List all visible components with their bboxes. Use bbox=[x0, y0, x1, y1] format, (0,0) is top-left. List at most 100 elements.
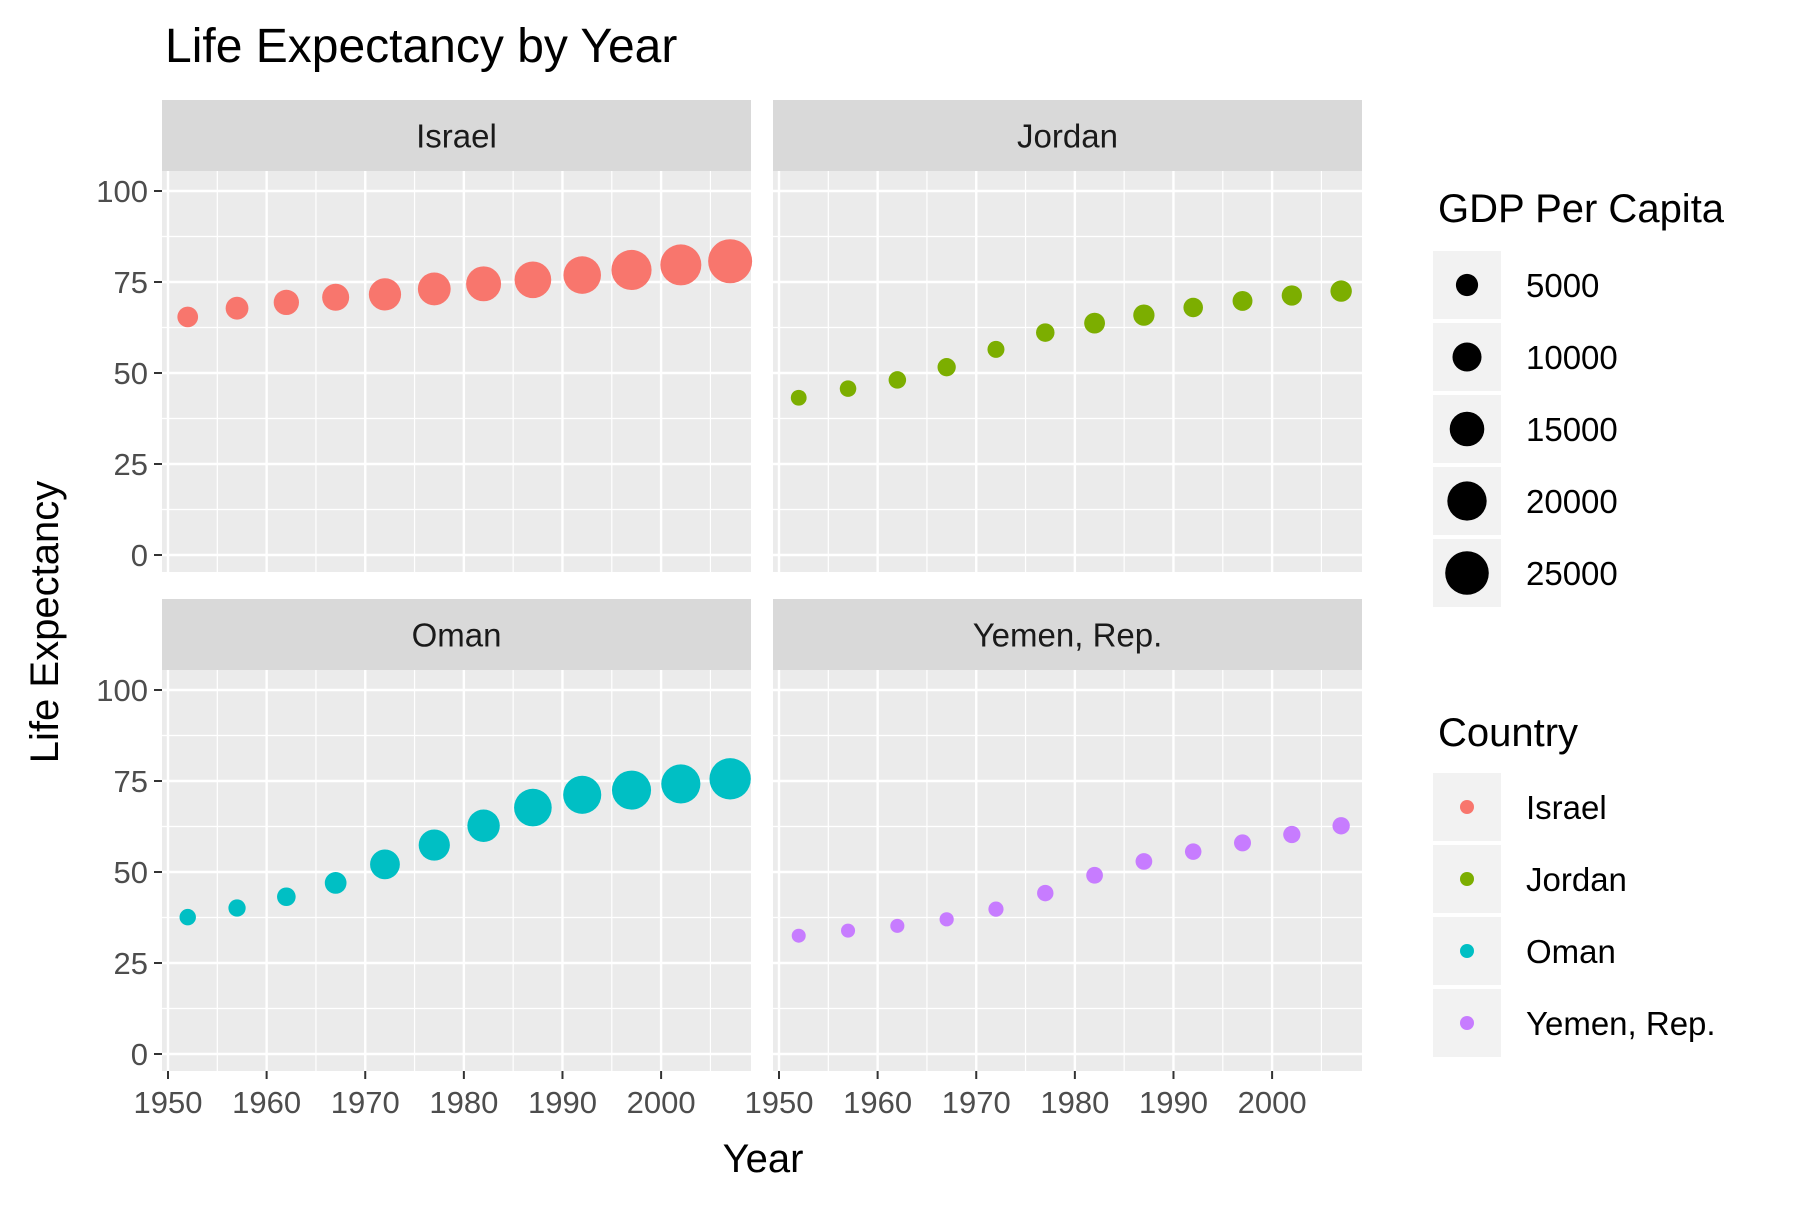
data-point-yemen-rep bbox=[1184, 843, 1202, 860]
color-legend-key-yemen-rep bbox=[1460, 1016, 1474, 1030]
panel-background bbox=[162, 670, 751, 1071]
y-tick-label: 50 bbox=[114, 356, 148, 391]
data-point-oman bbox=[370, 849, 400, 880]
data-point-israel bbox=[563, 256, 601, 294]
facet-strip-israel bbox=[162, 100, 751, 171]
color-legend-label: Yemen, Rep. bbox=[1526, 1005, 1716, 1042]
x-tick-label: 1990 bbox=[528, 1085, 597, 1120]
size-legend-key bbox=[1445, 551, 1489, 595]
data-point-oman bbox=[467, 809, 500, 842]
facet-strip-oman bbox=[162, 599, 751, 670]
data-point-jordan bbox=[1330, 280, 1352, 302]
data-point-oman bbox=[228, 899, 246, 917]
data-point-israel bbox=[514, 261, 552, 299]
size-legend-key bbox=[1452, 342, 1482, 372]
x-tick-label: 1950 bbox=[745, 1085, 814, 1120]
data-point-jordan bbox=[937, 358, 956, 377]
size-legend-title: GDP Per Capita bbox=[1438, 187, 1725, 231]
y-tick-label: 0 bbox=[131, 1037, 148, 1072]
data-point-yemen-rep bbox=[1037, 884, 1054, 902]
x-tick-label: 1990 bbox=[1139, 1085, 1208, 1120]
facet-strip-label-yemen-rep: Yemen, Rep. bbox=[973, 617, 1163, 654]
panel-background bbox=[773, 670, 1362, 1071]
size-legend: 5000 10000 15000 20000 25000 bbox=[1433, 251, 1618, 607]
x-tick-label: 2000 bbox=[627, 1085, 696, 1120]
facet-panel-yemen-rep: Yemen, Rep. 1950 1960 1970 1980 1990 2000 bbox=[745, 599, 1362, 1120]
data-point-yemen-rep bbox=[988, 901, 1004, 917]
y-tick-label: 100 bbox=[96, 174, 148, 209]
color-legend-label: Oman bbox=[1526, 933, 1616, 970]
data-point-jordan bbox=[1281, 285, 1302, 306]
data-point-israel bbox=[660, 244, 702, 286]
y-tick-label: 25 bbox=[114, 447, 148, 482]
data-point-oman bbox=[277, 887, 296, 907]
data-point-jordan bbox=[1232, 290, 1253, 311]
data-point-yemen-rep bbox=[1332, 817, 1350, 835]
data-point-yemen-rep bbox=[791, 928, 806, 943]
data-point-israel bbox=[708, 239, 753, 284]
facet-panel-jordan: Jordan bbox=[773, 100, 1362, 572]
data-point-oman bbox=[514, 788, 552, 827]
facet-strip-yemen-rep bbox=[773, 599, 1362, 670]
data-point-jordan bbox=[987, 340, 1005, 358]
data-point-oman bbox=[611, 770, 652, 810]
color-legend-label: Israel bbox=[1526, 789, 1607, 826]
data-point-yemen-rep bbox=[1086, 866, 1103, 884]
y-tick-label: 100 bbox=[96, 673, 148, 708]
data-point-jordan bbox=[839, 380, 857, 397]
x-tick-label: 1950 bbox=[134, 1085, 203, 1120]
facet-strip-jordan bbox=[773, 100, 1362, 171]
y-tick-label: 25 bbox=[114, 946, 148, 981]
x-axis-title: Year bbox=[723, 1137, 804, 1181]
x-tick-label: 1960 bbox=[232, 1085, 301, 1120]
data-point-jordan bbox=[888, 371, 907, 389]
data-point-oman bbox=[418, 829, 450, 861]
y-tick-label: 50 bbox=[114, 855, 148, 890]
x-tick-label: 1970 bbox=[942, 1085, 1011, 1120]
color-legend-title: Country bbox=[1438, 711, 1578, 755]
data-point-jordan bbox=[1036, 323, 1055, 342]
data-point-yemen-rep bbox=[1283, 825, 1301, 844]
facet-strip-label-jordan: Jordan bbox=[1017, 118, 1118, 155]
chart-title: Life Expectancy by Year bbox=[165, 20, 677, 73]
color-legend-key-oman bbox=[1460, 944, 1474, 958]
size-legend-label: 15000 bbox=[1526, 411, 1618, 448]
x-tick-label: 1960 bbox=[843, 1085, 912, 1120]
data-point-oman bbox=[179, 908, 196, 926]
data-point-israel bbox=[611, 249, 652, 291]
x-tick-label: 2000 bbox=[1238, 1085, 1307, 1120]
x-tick-label: 1980 bbox=[429, 1085, 498, 1120]
data-point-israel bbox=[417, 272, 451, 306]
data-point-israel bbox=[322, 283, 350, 311]
size-legend-label: 20000 bbox=[1526, 483, 1618, 520]
color-legend-key-jordan bbox=[1460, 872, 1474, 886]
data-point-yemen-rep bbox=[1135, 853, 1153, 870]
data-point-israel bbox=[177, 306, 199, 328]
data-point-yemen-rep bbox=[890, 918, 905, 933]
data-point-yemen-rep bbox=[841, 923, 856, 938]
size-legend-key bbox=[1449, 411, 1485, 447]
data-point-jordan bbox=[1133, 304, 1155, 326]
size-legend-label: 25000 bbox=[1526, 555, 1618, 592]
y-tick-label: 75 bbox=[114, 764, 148, 799]
data-point-oman bbox=[661, 764, 701, 804]
facet-strip-label-oman: Oman bbox=[412, 617, 502, 654]
size-legend-label: 5000 bbox=[1526, 267, 1599, 304]
size-legend-key bbox=[1447, 481, 1487, 521]
color-legend-key-israel bbox=[1460, 800, 1474, 814]
facet-panel-oman: Oman 0 25 50 75 100 1950 1960 1970 1980 1990 2000 bbox=[96, 599, 751, 1120]
data-point-yemen-rep bbox=[1234, 834, 1252, 852]
data-point-oman bbox=[324, 872, 347, 894]
data-point-jordan bbox=[1084, 312, 1105, 334]
facet-strip-label-israel: Israel bbox=[416, 118, 497, 155]
y-tick-label: 75 bbox=[114, 265, 148, 300]
color-legend: Israel Jordan Oman Yemen, Rep. bbox=[1433, 773, 1716, 1057]
size-legend-key bbox=[1455, 273, 1479, 297]
color-legend-label: Jordan bbox=[1526, 861, 1627, 898]
x-tick-label: 1980 bbox=[1040, 1085, 1109, 1120]
data-point-oman bbox=[563, 775, 602, 814]
data-point-oman bbox=[709, 758, 751, 800]
data-point-israel bbox=[225, 296, 249, 320]
